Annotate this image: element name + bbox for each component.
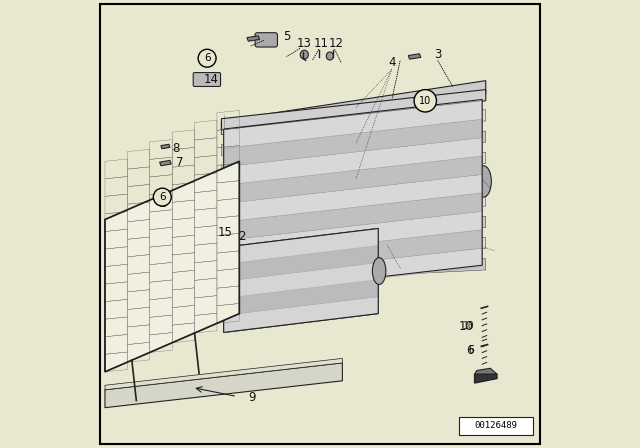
Polygon shape — [224, 174, 482, 222]
Text: 12: 12 — [328, 37, 343, 51]
Polygon shape — [224, 297, 378, 332]
Circle shape — [154, 188, 172, 206]
Ellipse shape — [300, 50, 308, 59]
Polygon shape — [224, 228, 378, 264]
Polygon shape — [224, 119, 482, 167]
Polygon shape — [224, 193, 482, 241]
Polygon shape — [221, 195, 486, 220]
Text: 00126489: 00126489 — [475, 421, 518, 430]
Polygon shape — [247, 36, 260, 41]
Text: 15: 15 — [218, 225, 232, 239]
Polygon shape — [221, 90, 486, 130]
Text: 6: 6 — [466, 344, 474, 357]
Text: 6: 6 — [468, 345, 475, 355]
Polygon shape — [105, 358, 342, 390]
Polygon shape — [224, 228, 378, 332]
Text: 6: 6 — [204, 53, 211, 63]
Ellipse shape — [326, 52, 333, 60]
Text: 13: 13 — [297, 37, 312, 51]
Polygon shape — [221, 110, 486, 134]
Circle shape — [414, 90, 436, 112]
Polygon shape — [224, 280, 378, 315]
Text: 10: 10 — [419, 96, 431, 106]
Text: 10: 10 — [463, 321, 475, 331]
Ellipse shape — [215, 184, 233, 224]
Polygon shape — [221, 216, 486, 241]
Polygon shape — [105, 161, 239, 372]
Polygon shape — [105, 363, 342, 408]
Polygon shape — [161, 144, 170, 149]
Text: 3: 3 — [434, 48, 441, 61]
Polygon shape — [221, 131, 486, 156]
Polygon shape — [408, 54, 421, 59]
Text: 6: 6 — [159, 192, 166, 202]
Polygon shape — [224, 211, 482, 259]
Text: 9: 9 — [248, 391, 255, 405]
Text: 10: 10 — [459, 319, 474, 333]
Polygon shape — [221, 259, 486, 284]
Circle shape — [198, 49, 216, 67]
Bar — [459, 417, 532, 435]
Polygon shape — [221, 81, 486, 134]
Polygon shape — [224, 246, 378, 281]
Text: 5: 5 — [283, 30, 290, 43]
Ellipse shape — [476, 166, 492, 197]
Text: 11: 11 — [314, 37, 328, 51]
Text: 2: 2 — [238, 230, 245, 243]
Ellipse shape — [372, 258, 386, 284]
Text: 14: 14 — [204, 73, 219, 86]
Polygon shape — [224, 156, 482, 203]
Polygon shape — [224, 263, 378, 298]
Polygon shape — [159, 160, 172, 166]
Polygon shape — [221, 174, 486, 198]
Polygon shape — [221, 237, 486, 262]
Polygon shape — [221, 152, 486, 177]
Text: 1: 1 — [159, 197, 166, 211]
Polygon shape — [475, 368, 497, 374]
Polygon shape — [224, 138, 482, 185]
Polygon shape — [224, 230, 482, 277]
Polygon shape — [224, 101, 482, 148]
Text: 7: 7 — [177, 155, 184, 169]
Text: 4: 4 — [389, 56, 396, 69]
Ellipse shape — [218, 278, 230, 302]
Text: 8: 8 — [172, 142, 179, 155]
Polygon shape — [224, 248, 482, 296]
FancyBboxPatch shape — [255, 33, 278, 47]
FancyBboxPatch shape — [193, 73, 221, 86]
Polygon shape — [475, 374, 497, 383]
